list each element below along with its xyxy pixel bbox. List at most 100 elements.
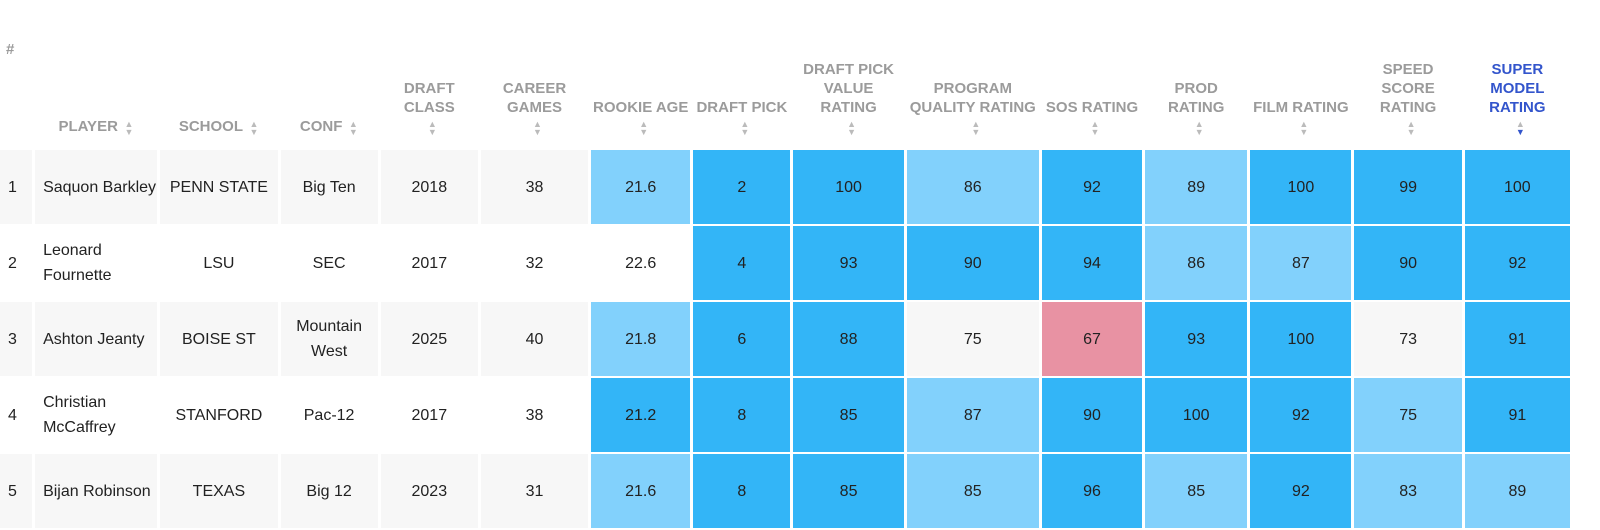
column-header-player[interactable]: PLAYER ▲ ▼: [35, 2, 157, 148]
cell-super: 91: [1464, 302, 1570, 376]
cell-age: 21.2: [591, 378, 691, 452]
cell-dpv: 88: [793, 302, 904, 376]
column-header-label: PLAYER: [58, 118, 118, 135]
cell-speed: 73: [1354, 302, 1462, 376]
cell-speed: 83: [1354, 454, 1462, 528]
header-row: # PLAYER ▲ ▼ SCHOOL ▲ ▼ CONF ▲ ▼ DRAFT CLASS▲ ▼ CARE…: [0, 2, 1570, 148]
sort-arrows-icon[interactable]: ▲ ▼: [124, 119, 134, 137]
sort-arrows-icon[interactable]: ▲ ▼: [427, 119, 437, 137]
sort-arrows-icon[interactable]: ▲ ▼: [348, 119, 358, 137]
column-header-rank: #: [0, 2, 32, 148]
cell-conf: Mountain West: [280, 302, 378, 376]
column-header-label: DRAFT CLASS: [403, 80, 455, 116]
column-header-label: ROOKIE AGE: [593, 99, 689, 116]
cell-pq: 87: [906, 378, 1039, 452]
cell-games: 31: [480, 454, 589, 528]
column-header-speed-score-rating[interactable]: SPEED SCORE RATING ▲ ▼: [1354, 2, 1461, 148]
cell-rank: 1: [0, 150, 33, 224]
cell-sos: 90: [1041, 378, 1143, 452]
column-header-program-quality-rating[interactable]: PROGRAM QUALITY RATING ▲ ▼: [907, 2, 1039, 148]
column-header-prod-rating[interactable]: PROD RATING ▲ ▼: [1145, 2, 1247, 148]
cell-pick: 2: [693, 150, 791, 224]
column-header-label: DRAFT PICK VALUE RATING: [803, 61, 894, 116]
cell-film: 92: [1250, 454, 1352, 528]
column-header-film-rating[interactable]: FILM RATING ▲ ▼: [1250, 2, 1351, 148]
cell-pick: 8: [693, 378, 791, 452]
sort-arrows-icon[interactable]: ▲ ▼: [971, 119, 981, 137]
column-header-draft-pick-value-rating[interactable]: DRAFT PICK VALUE RATING ▲ ▼: [793, 2, 903, 148]
column-header-school[interactable]: SCHOOL ▲ ▼: [160, 2, 277, 148]
cell-prod: 85: [1145, 454, 1248, 528]
cell-dpv: 93: [793, 226, 904, 300]
cell-sos: 96: [1041, 454, 1143, 528]
column-header-label: PROGRAM QUALITY RATING: [909, 80, 1036, 116]
cell-dpv: 100: [793, 150, 904, 224]
cell-film: 100: [1250, 302, 1352, 376]
cell-age: 22.6: [625, 254, 657, 272]
cell-super: 89: [1464, 454, 1570, 528]
sort-arrows-icon[interactable]: ▲ ▼: [1090, 119, 1100, 137]
cell-class: 2017: [411, 254, 448, 272]
sort-arrows-icon[interactable]: ▲ ▼: [639, 119, 649, 137]
cell-age: 21.6: [591, 454, 691, 528]
table-row[interactable]: 1 Saquon Barkley PENN STATE Big Ten 2018 38 21…: [0, 150, 1570, 224]
cell-games: 32: [525, 254, 544, 272]
cell-prod: 93: [1145, 302, 1248, 376]
cell-class: 2017: [411, 406, 448, 424]
cell-conf: Big 12: [280, 454, 378, 528]
table-row[interactable]: 3 Ashton Jeanty BOISE ST Mountain West 2025 4…: [0, 302, 1570, 376]
table-row[interactable]: 2 Leonard Fournette LSU SEC 2017 32 22.6 4 93 90 9…: [0, 226, 1570, 300]
sort-arrows-icon[interactable]: ▲ ▼: [847, 119, 857, 137]
column-header-conf[interactable]: CONF ▲ ▼: [281, 2, 378, 148]
cell-player: Ashton Jeanty: [35, 302, 158, 376]
cell-rank: 2: [8, 254, 17, 272]
sort-arrows-icon[interactable]: ▲ ▼: [1515, 119, 1525, 137]
cell-pq: 85: [906, 454, 1039, 528]
column-header-label: SCHOOL: [178, 118, 243, 135]
column-header-rookie-age[interactable]: ROOKIE AGE ▲ ▼: [591, 2, 690, 148]
column-header-label: #: [6, 41, 15, 58]
column-header-label: SUPER MODEL RATING: [1489, 61, 1546, 116]
cell-age: 21.8: [591, 302, 691, 376]
column-header-draft-pick[interactable]: DRAFT PICK ▲ ▼: [693, 2, 790, 148]
cell-dpv: 85: [793, 454, 904, 528]
cell-school: PENN STATE: [160, 150, 278, 224]
sort-arrows-icon[interactable]: ▲ ▼: [533, 119, 542, 137]
cell-player: Christian McCaffrey: [43, 394, 116, 436]
cell-pick: 8: [693, 454, 791, 528]
cell-age: 21.6: [591, 150, 691, 224]
column-header-sos-rating[interactable]: SOS RATING ▲ ▼: [1042, 2, 1142, 148]
column-header-draft-class[interactable]: DRAFT CLASS ▲ ▼: [381, 2, 478, 148]
sort-arrows-icon[interactable]: ▲ ▼: [1299, 119, 1309, 137]
sort-arrows-icon[interactable]: ▲ ▼: [1194, 119, 1204, 137]
sort-arrows-icon[interactable]: ▲ ▼: [249, 119, 259, 137]
cell-conf: Pac-12: [303, 406, 355, 424]
cell-conf: Big Ten: [280, 150, 378, 224]
cell-player: Leonard Fournette: [43, 242, 112, 284]
cell-super: 92: [1464, 226, 1570, 300]
cell-pq: 75: [906, 302, 1039, 376]
column-header-career-games[interactable]: CAREER GAMES ▲ ▼: [481, 2, 588, 148]
cell-school: BOISE ST: [160, 302, 278, 376]
cell-dpv: 85: [793, 378, 904, 452]
cell-pq: 86: [906, 150, 1039, 224]
cell-rank: 5: [0, 454, 33, 528]
column-header-super-model-rating[interactable]: SUPER MODEL RATING ▲ ▼: [1465, 2, 1570, 148]
column-header-label: CONF: [299, 118, 343, 135]
cell-film: 92: [1250, 378, 1352, 452]
sort-arrows-icon[interactable]: ▲ ▼: [740, 119, 750, 137]
cell-rank: 3: [0, 302, 33, 376]
cell-sos: 94: [1041, 226, 1143, 300]
cell-film: 87: [1250, 226, 1352, 300]
cell-school: STANFORD: [175, 406, 263, 424]
cell-pick: 6: [693, 302, 791, 376]
column-header-label: PROD RATING: [1168, 80, 1225, 116]
table-row[interactable]: 5 Bijan Robinson TEXAS Big 12 2023 31 21.6 8 85 8…: [0, 454, 1570, 528]
cell-pick: 4: [693, 226, 791, 300]
sort-arrows-icon[interactable]: ▲ ▼: [1406, 119, 1416, 137]
cell-prod: 89: [1145, 150, 1248, 224]
cell-games: 38: [525, 406, 544, 424]
table-row[interactable]: 4 Christian McCaffrey STANFORD Pac-12 2017 38…: [0, 378, 1570, 452]
cell-super: 100: [1464, 150, 1570, 224]
